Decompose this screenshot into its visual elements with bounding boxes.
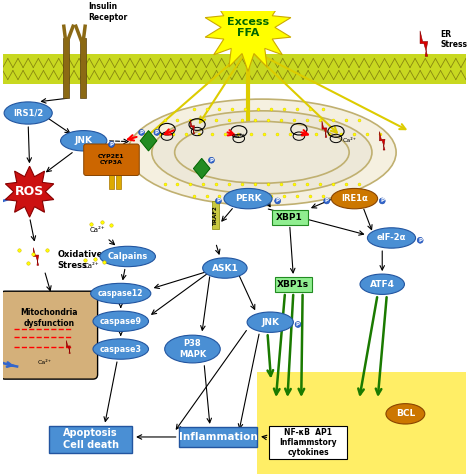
Text: Ca²⁺: Ca²⁺	[84, 263, 100, 269]
Text: P: P	[418, 238, 422, 243]
Text: JNK: JNK	[75, 137, 93, 145]
Text: Apoptosis
Cell death: Apoptosis Cell death	[63, 428, 118, 450]
Text: P: P	[109, 142, 113, 147]
Text: XBP1s: XBP1s	[277, 280, 310, 289]
Ellipse shape	[367, 228, 416, 248]
Text: P: P	[276, 199, 280, 203]
Text: ATF4: ATF4	[370, 280, 395, 289]
Text: Ca²⁺: Ca²⁺	[90, 227, 105, 233]
FancyBboxPatch shape	[3, 54, 465, 84]
Text: XBP1: XBP1	[276, 213, 303, 222]
Ellipse shape	[93, 311, 148, 331]
Polygon shape	[322, 121, 327, 137]
FancyBboxPatch shape	[116, 150, 121, 190]
Text: CYP2E1
CYP3A: CYP2E1 CYP3A	[98, 154, 125, 164]
Polygon shape	[205, 0, 291, 72]
FancyBboxPatch shape	[84, 144, 139, 175]
Ellipse shape	[386, 404, 425, 424]
Text: caspase9: caspase9	[100, 317, 142, 326]
FancyBboxPatch shape	[63, 38, 69, 98]
Polygon shape	[140, 131, 157, 151]
FancyBboxPatch shape	[212, 201, 219, 229]
Text: Excess
FFA: Excess FFA	[227, 17, 269, 38]
Polygon shape	[193, 158, 210, 179]
Text: P: P	[380, 199, 384, 203]
Text: Mitochondria
dysfunction: Mitochondria dysfunction	[20, 308, 78, 328]
FancyBboxPatch shape	[257, 372, 465, 474]
FancyBboxPatch shape	[272, 210, 308, 225]
Polygon shape	[66, 340, 70, 354]
Text: IRE1α: IRE1α	[341, 194, 368, 203]
FancyBboxPatch shape	[269, 426, 347, 459]
Ellipse shape	[174, 121, 349, 183]
FancyBboxPatch shape	[49, 426, 132, 453]
Ellipse shape	[128, 99, 396, 206]
Text: P: P	[139, 130, 144, 135]
Text: Inflammation: Inflammation	[179, 432, 257, 442]
Text: IRS1/2: IRS1/2	[13, 109, 43, 118]
Text: Ca²⁺: Ca²⁺	[343, 138, 357, 143]
Text: P: P	[210, 158, 213, 163]
Text: JNK: JNK	[261, 318, 279, 327]
Text: P: P	[155, 130, 159, 135]
Text: Insulin
Receptor: Insulin Receptor	[88, 2, 128, 22]
Ellipse shape	[360, 274, 404, 294]
Ellipse shape	[247, 312, 293, 332]
Text: Oxidative
Stress: Oxidative Stress	[57, 250, 103, 270]
Text: P: P	[217, 199, 220, 203]
Text: caspase3: caspase3	[100, 345, 142, 354]
Polygon shape	[420, 31, 428, 56]
Text: ER
Stress: ER Stress	[440, 30, 467, 49]
Polygon shape	[5, 166, 54, 217]
Text: PERK: PERK	[235, 194, 261, 203]
Ellipse shape	[93, 339, 148, 359]
Ellipse shape	[3, 294, 95, 376]
Ellipse shape	[100, 246, 155, 267]
FancyBboxPatch shape	[80, 38, 86, 98]
FancyBboxPatch shape	[179, 427, 257, 447]
Polygon shape	[33, 248, 39, 265]
Ellipse shape	[203, 258, 247, 278]
FancyBboxPatch shape	[275, 277, 312, 292]
Ellipse shape	[224, 189, 272, 209]
Text: BCL: BCL	[396, 410, 415, 419]
FancyBboxPatch shape	[109, 150, 114, 190]
Ellipse shape	[152, 111, 372, 194]
Text: ASK1: ASK1	[211, 264, 238, 273]
Ellipse shape	[4, 102, 52, 124]
Ellipse shape	[164, 335, 220, 363]
Text: Ca²⁺: Ca²⁺	[232, 134, 246, 139]
Text: Ca²⁺: Ca²⁺	[37, 360, 52, 365]
Ellipse shape	[91, 283, 151, 304]
Text: TRAF2: TRAF2	[213, 205, 218, 225]
Text: P: P	[325, 199, 328, 203]
Polygon shape	[191, 120, 194, 134]
FancyBboxPatch shape	[0, 291, 98, 379]
Ellipse shape	[61, 131, 107, 151]
Text: P38
MAPK: P38 MAPK	[179, 339, 206, 359]
Text: P: P	[296, 322, 300, 327]
Text: ROS: ROS	[15, 185, 44, 198]
Text: caspase12: caspase12	[98, 289, 144, 298]
Text: NF-κB  AP1
Inflammstory
cytokines: NF-κB AP1 Inflammstory cytokines	[279, 428, 337, 457]
Text: Calpains: Calpains	[108, 252, 148, 261]
Ellipse shape	[331, 189, 378, 209]
Polygon shape	[380, 131, 385, 150]
Text: eIF-2α: eIF-2α	[377, 234, 406, 243]
